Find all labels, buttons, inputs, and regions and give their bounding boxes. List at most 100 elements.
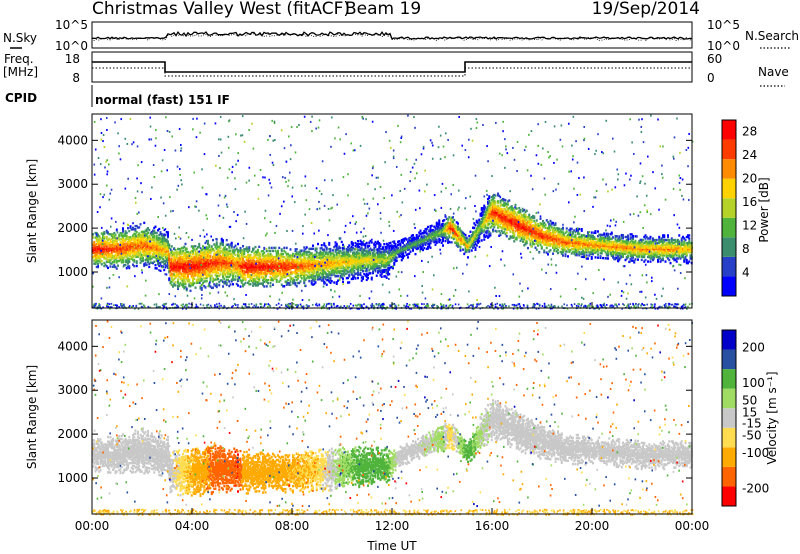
range-cell xyxy=(185,247,188,250)
range-cell xyxy=(124,247,127,250)
range-cell xyxy=(113,265,116,269)
range-cell xyxy=(209,262,212,265)
range-cell xyxy=(139,258,142,261)
range-cell xyxy=(117,247,119,250)
range-cell xyxy=(128,229,131,233)
range-cell xyxy=(337,279,339,282)
range-cell xyxy=(184,261,187,264)
range-cell xyxy=(253,278,256,281)
range-cell xyxy=(240,258,243,261)
range-cell xyxy=(154,256,157,259)
range-cell xyxy=(210,262,213,265)
range-cell xyxy=(169,263,172,266)
range-cell xyxy=(129,240,132,244)
range-cell xyxy=(274,246,277,250)
range-cell xyxy=(253,282,256,286)
range-cell xyxy=(284,266,287,270)
range-cell xyxy=(117,236,119,240)
range-cell xyxy=(273,265,276,268)
range-cell xyxy=(142,258,144,261)
range-cell xyxy=(352,242,354,245)
range-cell xyxy=(139,239,142,243)
range-cell xyxy=(99,253,102,257)
range-cell xyxy=(497,192,499,195)
range-cell xyxy=(499,232,502,235)
range-cell xyxy=(247,273,249,277)
range-cell xyxy=(220,259,223,262)
range-cell xyxy=(157,261,159,264)
range-cell xyxy=(192,271,194,274)
range-cell xyxy=(209,277,212,281)
range-cell xyxy=(103,254,106,257)
range-cell xyxy=(124,259,127,262)
range-cell xyxy=(494,194,497,197)
range-cell xyxy=(225,252,228,256)
range-cell xyxy=(133,241,136,245)
range-cell xyxy=(190,282,193,285)
range-cell xyxy=(290,262,293,265)
range-cell xyxy=(290,260,293,263)
range-cell xyxy=(265,257,268,260)
range-cell xyxy=(135,243,138,246)
range-cell xyxy=(164,250,167,254)
range-cell xyxy=(162,245,164,248)
range-cell xyxy=(214,264,217,267)
range-cell xyxy=(180,255,183,259)
range-cell xyxy=(163,236,166,239)
range-cell xyxy=(213,269,216,272)
range-cell xyxy=(159,248,162,251)
range-cell xyxy=(205,264,208,267)
range-cell xyxy=(195,258,198,262)
range-cell xyxy=(94,254,97,258)
range-cell xyxy=(207,262,209,266)
range-cell xyxy=(195,257,198,260)
range-cell xyxy=(225,266,228,270)
range-cell xyxy=(197,273,199,277)
range-cell xyxy=(264,262,267,265)
range-cell xyxy=(178,261,181,265)
range-cell xyxy=(175,253,178,257)
range-cell xyxy=(100,247,103,251)
range-cell xyxy=(233,252,236,255)
range-cell xyxy=(147,227,149,230)
range-cell xyxy=(250,266,253,269)
range-cell xyxy=(142,247,144,250)
range-cell xyxy=(149,250,152,254)
range-cell xyxy=(222,262,224,265)
range-cell xyxy=(195,278,198,281)
range-cell xyxy=(192,260,194,264)
range-cell xyxy=(233,246,236,249)
range-cell xyxy=(130,255,133,259)
range-cell xyxy=(289,278,292,282)
range-cell xyxy=(177,286,179,289)
range-cell xyxy=(169,264,172,268)
range-cell xyxy=(287,271,289,274)
range-cell xyxy=(282,268,284,271)
range-cell xyxy=(222,263,224,267)
range-cell xyxy=(179,271,182,274)
range-cell xyxy=(237,253,239,256)
range-cell xyxy=(178,250,181,254)
range-cell xyxy=(183,253,186,256)
range-cell xyxy=(134,229,137,232)
range-cell xyxy=(165,260,168,263)
range-cell xyxy=(140,235,143,238)
range-cell xyxy=(183,282,186,285)
range-cell xyxy=(225,260,228,263)
range-cell xyxy=(234,244,237,247)
range-cell xyxy=(145,257,148,260)
range-cell xyxy=(494,200,497,203)
range-cell xyxy=(105,235,108,239)
range-cell xyxy=(187,270,189,274)
range-cell xyxy=(157,250,159,254)
range-cell xyxy=(165,240,168,243)
range-cell xyxy=(285,262,288,265)
range-cell xyxy=(230,243,233,246)
range-cell xyxy=(235,272,238,275)
range-cell xyxy=(178,272,181,275)
range-cell xyxy=(488,195,491,198)
range-cell xyxy=(225,251,228,254)
range-cell xyxy=(279,260,282,263)
range-cell xyxy=(215,278,218,281)
range-cell xyxy=(255,284,258,287)
